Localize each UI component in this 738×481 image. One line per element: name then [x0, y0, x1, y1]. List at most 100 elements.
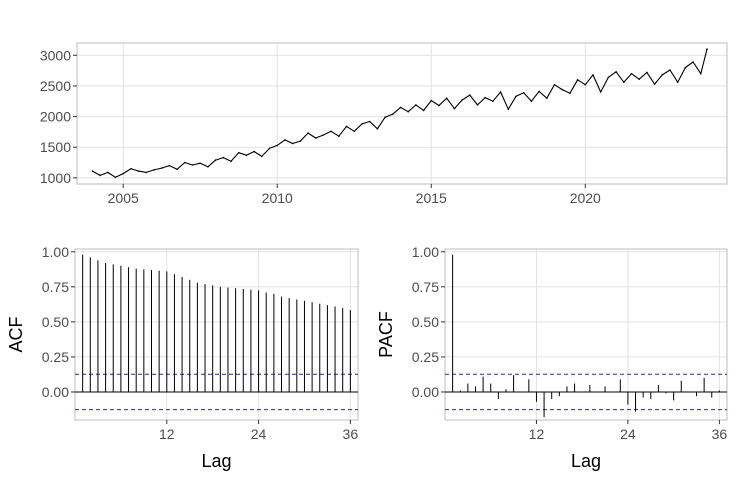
- data-point: [253, 150, 255, 153]
- data-point: [599, 91, 602, 93]
- data-point: [199, 162, 201, 164]
- x-axis-title: Lag: [201, 451, 231, 471]
- data-point: [284, 139, 286, 141]
- x-tick-label: 12: [529, 426, 545, 442]
- data-point: [392, 113, 394, 115]
- y-tick-label: 0.25: [412, 349, 439, 365]
- data-point: [553, 83, 556, 86]
- x-tick-label: 24: [620, 426, 636, 442]
- data-point: [422, 109, 425, 112]
- data-point: [261, 155, 263, 158]
- y-tick-label: 0.50: [42, 314, 69, 330]
- data-point: [630, 72, 633, 75]
- data-point: [530, 100, 533, 102]
- pacf-panel: 0.00 0.25 0.50 0.75 1.00 12 24 36 Lag PACF: [376, 244, 728, 471]
- data-point: [492, 100, 494, 102]
- data-point: [184, 161, 186, 164]
- x-tick-label: 2015: [416, 190, 447, 206]
- data-point: [700, 72, 702, 75]
- data-point: [222, 156, 225, 159]
- data-point: [706, 48, 708, 50]
- data-point: [507, 108, 510, 110]
- data-point: [368, 120, 371, 123]
- data-point: [191, 164, 194, 166]
- data-point: [623, 81, 625, 83]
- data-point: [322, 134, 325, 136]
- data-point: [615, 71, 617, 73]
- data-point: [307, 132, 309, 134]
- series-line: [92, 48, 708, 178]
- acf-panel: 0.00 0.25 0.50 0.75 1.00 12 24 36 Lag ACF: [6, 244, 359, 471]
- data-point: [145, 171, 148, 174]
- data-point: [176, 168, 178, 171]
- data-point: [345, 125, 348, 128]
- data-point: [584, 83, 587, 86]
- data-point: [376, 128, 379, 130]
- data-point: [569, 92, 571, 95]
- data-point: [338, 135, 340, 137]
- data-point: [669, 69, 671, 71]
- data-point: [461, 99, 463, 101]
- y-axis-title: PACF: [376, 311, 396, 358]
- data-point: [314, 137, 317, 139]
- x-tick-label: 12: [159, 426, 175, 442]
- data-point: [361, 123, 363, 125]
- data-point: [415, 104, 417, 106]
- data-point: [430, 99, 433, 102]
- data-point: [353, 130, 356, 133]
- data-point: [499, 91, 502, 93]
- y-tick-label: 0.75: [412, 279, 439, 295]
- data-point: [515, 95, 517, 98]
- data-point: [168, 164, 171, 167]
- data-point: [330, 130, 332, 133]
- data-point: [592, 74, 594, 76]
- x-tick-label: 2005: [108, 190, 139, 206]
- data-point: [576, 79, 579, 81]
- data-point: [638, 78, 640, 80]
- data-point: [522, 91, 525, 94]
- y-tick-label: 3000: [40, 47, 71, 63]
- data-point: [484, 96, 487, 99]
- y-tick-label: 2000: [40, 109, 71, 125]
- y-tick-label: 1000: [40, 170, 71, 186]
- data-point: [130, 167, 132, 170]
- panel-border: [74, 248, 359, 421]
- data-point: [607, 76, 610, 79]
- data-point: [469, 94, 471, 96]
- data-point: [476, 104, 479, 106]
- data-point: [561, 88, 563, 91]
- data-point: [445, 97, 448, 99]
- data-point: [99, 174, 101, 177]
- data-point: [107, 171, 109, 174]
- data-point: [160, 167, 163, 169]
- data-point: [692, 61, 694, 63]
- data-point: [291, 142, 294, 145]
- data-point: [384, 116, 386, 118]
- data-point: [214, 159, 217, 161]
- data-point: [399, 106, 402, 109]
- data-point: [438, 104, 440, 107]
- data-point: [299, 140, 302, 142]
- time-series-panel: 1000 1500 2000 2500 3000 2005 2010 2015 2020: [40, 42, 728, 206]
- data-point: [237, 151, 240, 154]
- data-point: [153, 169, 155, 171]
- y-tick-label: 0.25: [42, 349, 69, 365]
- y-tick-label: 0.50: [412, 314, 439, 330]
- x-tick-label: 2010: [262, 190, 293, 206]
- data-point: [676, 81, 679, 83]
- data-point: [653, 83, 656, 85]
- data-point: [546, 97, 548, 99]
- data-point: [538, 90, 540, 93]
- x-tick-label: 2020: [570, 190, 601, 206]
- data-point: [453, 107, 456, 110]
- data-point: [230, 160, 232, 163]
- y-tick-label: 1.00: [412, 244, 439, 260]
- y-tick-label: 0.75: [42, 279, 69, 295]
- data-point: [661, 74, 664, 76]
- data-point: [276, 144, 279, 147]
- x-axis-title: Lag: [571, 451, 601, 471]
- data-point: [684, 66, 687, 69]
- x-tick-label: 36: [712, 426, 728, 442]
- y-tick-label: 0.00: [42, 384, 69, 400]
- data-point: [122, 172, 124, 175]
